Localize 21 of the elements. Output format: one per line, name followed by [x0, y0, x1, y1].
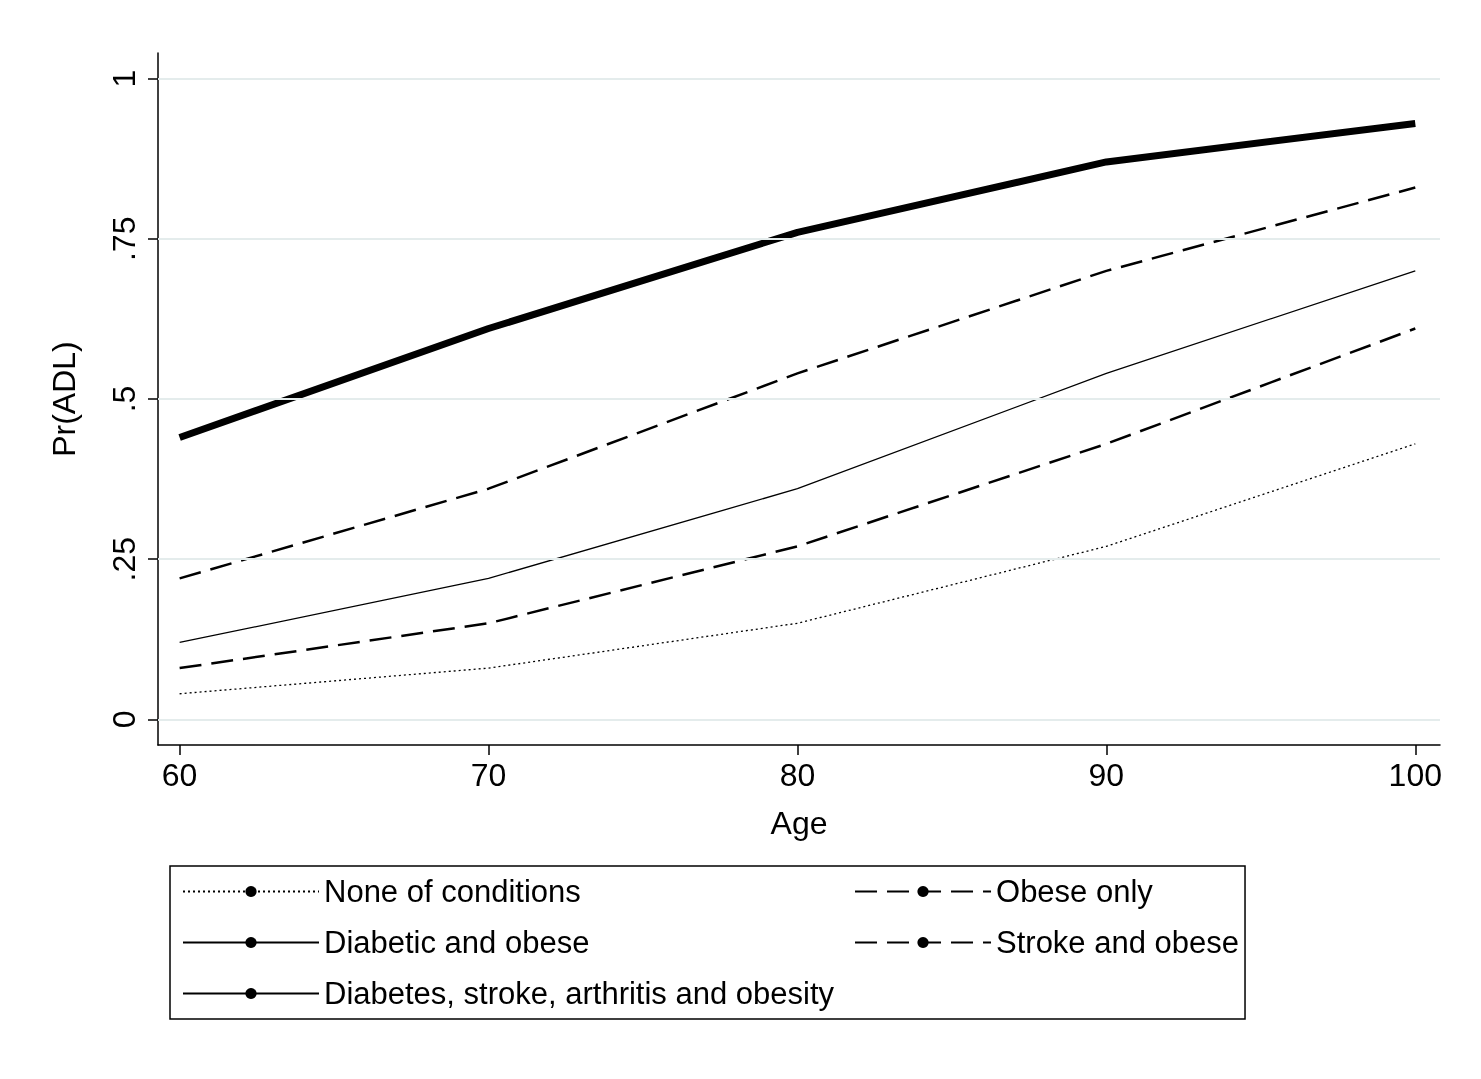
- y-tick-label: 0: [106, 710, 142, 729]
- y-tick-label: 1: [106, 69, 142, 88]
- y-tick-label: .75: [106, 216, 142, 262]
- legend-label: Obese only: [996, 874, 1154, 909]
- line-series: [178, 327, 1417, 670]
- legend-label: Diabetes, stroke, arthritis and obesity: [324, 976, 835, 1011]
- x-tick-label: 90: [1088, 757, 1125, 793]
- x-tick-label: 80: [779, 757, 816, 793]
- legend-label: Diabetic and obese: [324, 925, 590, 960]
- x-axis-title: Age: [770, 805, 828, 841]
- legend-label: Stroke and obese: [996, 925, 1240, 960]
- line-series: [178, 270, 1416, 644]
- x-tick-label: 60: [161, 757, 198, 793]
- x-tick-label: 70: [470, 757, 507, 793]
- y-tick-label: .25: [106, 536, 142, 582]
- y-axis-title: Pr(ADL): [46, 341, 82, 457]
- line-series: [178, 443, 1416, 695]
- x-tick-label: 100: [1388, 757, 1442, 793]
- line-series: [178, 186, 1417, 580]
- y-tick-label: .5: [106, 385, 142, 413]
- legend-label: None of conditions: [324, 874, 581, 909]
